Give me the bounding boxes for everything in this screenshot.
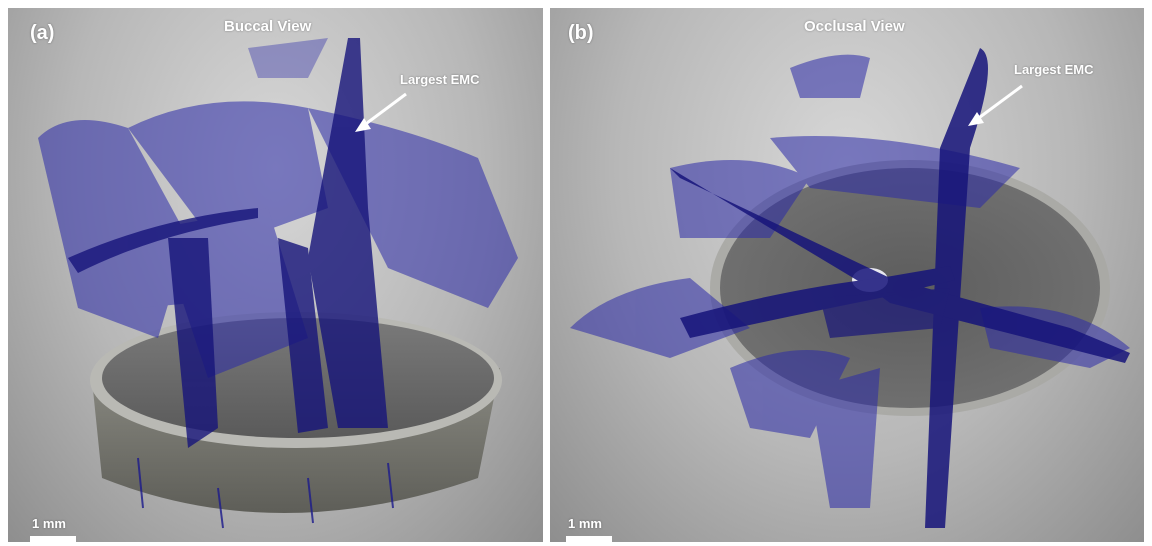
- scale-bar: [30, 536, 76, 542]
- annotation-arrow-head: [355, 118, 371, 132]
- occlusal-render: [570, 48, 1130, 528]
- crack-dark-sheets: [670, 48, 1130, 528]
- panel-label: (a): [30, 22, 55, 44]
- panel-buccal-view: (a) Buccal View Largest EMC 1 mm: [8, 8, 543, 542]
- annotation-label: Largest EMC: [400, 72, 480, 87]
- annotation-label: Largest EMC: [1014, 62, 1094, 77]
- buccal-render: [38, 38, 518, 529]
- view-title: Occlusal View: [804, 18, 905, 35]
- crack-dark-sheets: [68, 38, 388, 448]
- scale-bar: [566, 536, 612, 542]
- annotation-arrow-line: [975, 84, 1023, 122]
- annotation-arrow-head: [968, 112, 984, 126]
- annotation-arrow-line: [362, 92, 407, 128]
- view-title: Buccal View: [224, 18, 312, 35]
- root-cracks: [137, 457, 394, 529]
- panel-occlusal-view: (b) Occlusal View Largest EMC 1 mm: [550, 8, 1144, 542]
- scale-bar-label: 1 mm: [32, 516, 66, 531]
- crack-network: [38, 38, 518, 378]
- panel-label: (b): [568, 22, 594, 44]
- scale-bar-label: 1 mm: [568, 516, 602, 531]
